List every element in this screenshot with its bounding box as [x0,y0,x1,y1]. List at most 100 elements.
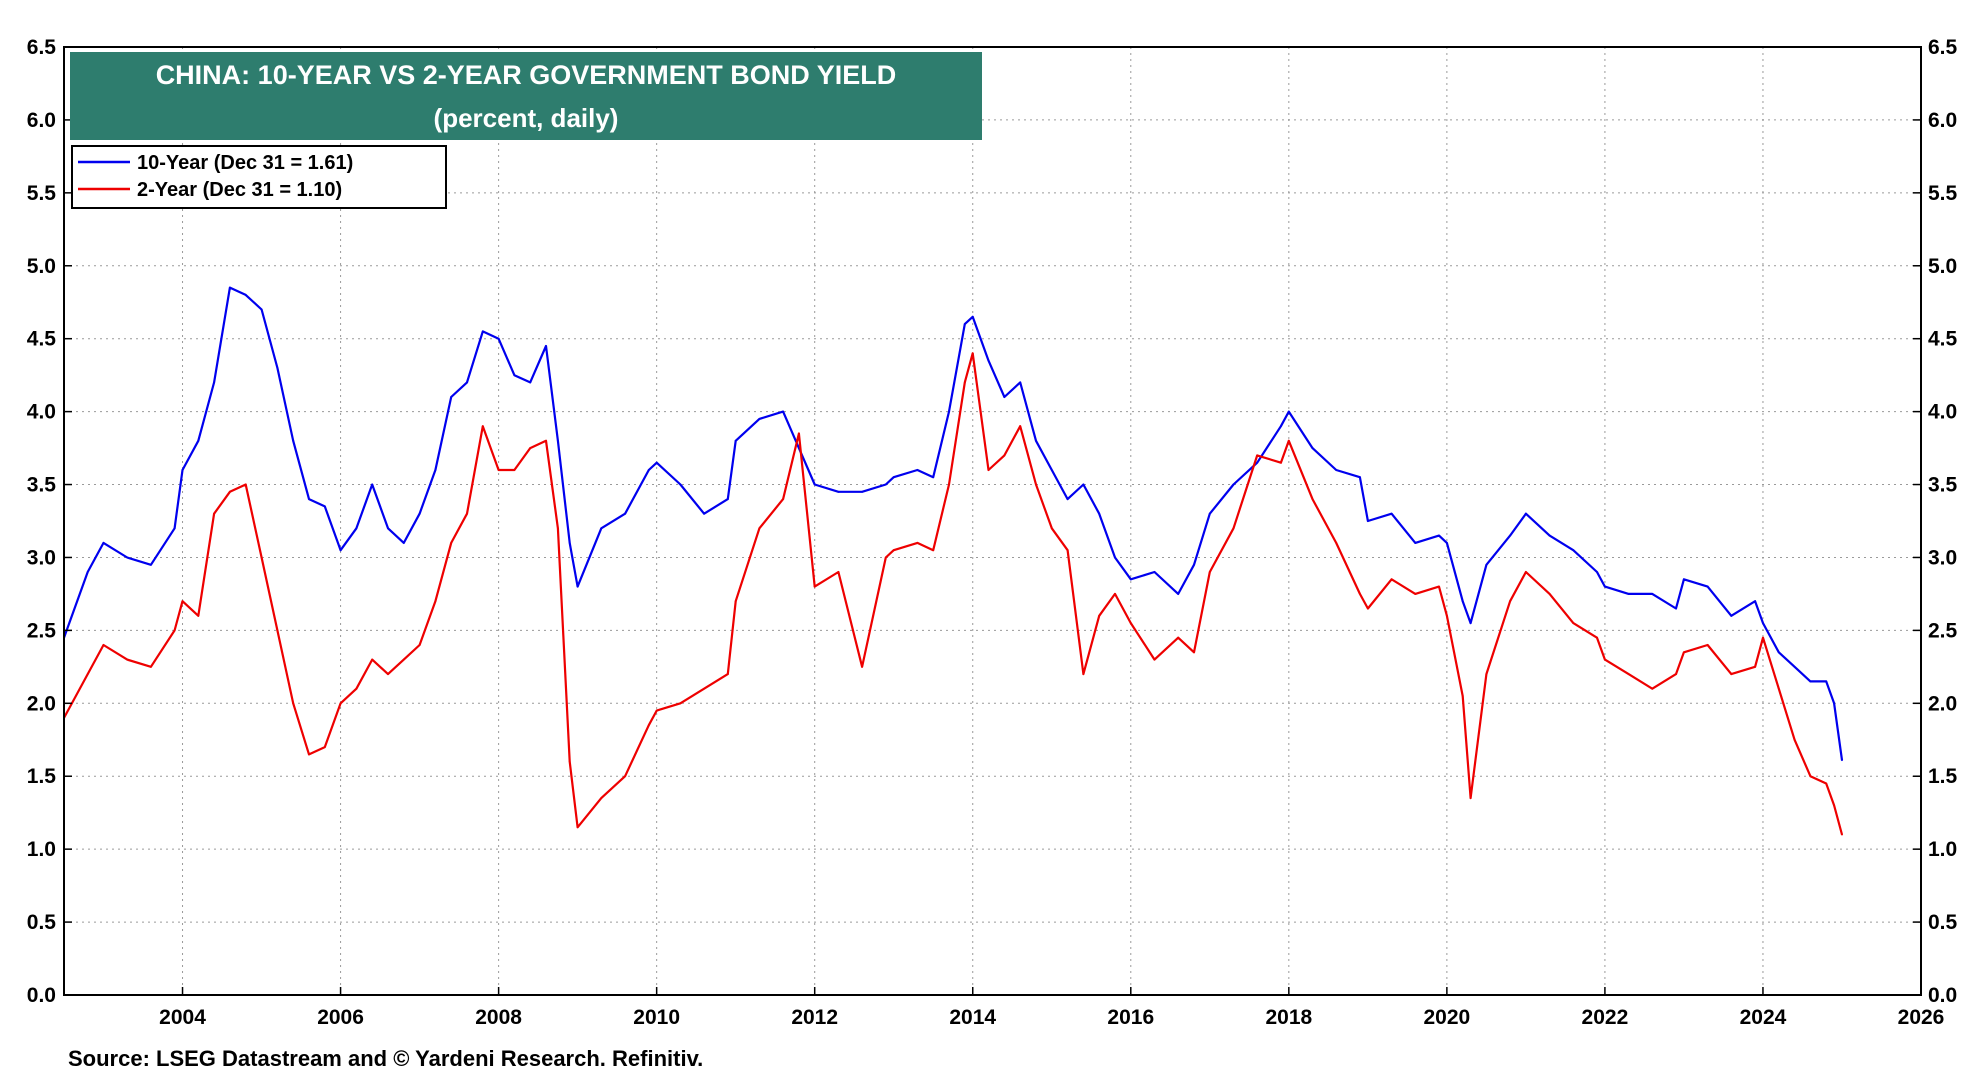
data-point [1287,439,1290,442]
data-point [1280,425,1282,428]
data-point [1256,461,1259,464]
data-point [1604,658,1606,661]
data-point [734,439,737,442]
data-point [1572,549,1575,552]
data-point [1390,512,1393,515]
data-point [1509,600,1511,603]
data-point [932,476,935,479]
data-point [1438,585,1440,588]
y-tick-label-left: 0.5 [27,911,57,934]
data-point [450,396,453,398]
data-point [1548,534,1551,537]
data-point [1066,549,1069,552]
data-point [1730,614,1733,617]
data-point [260,308,263,311]
data-point [244,483,247,486]
data-point [600,527,603,530]
data-point [292,439,295,442]
grid [64,47,1921,995]
y-tick-label-left: 2.5 [27,619,57,642]
data-point [1311,447,1314,449]
y-tick-label-left: 3.5 [27,474,57,497]
data-point [861,665,864,668]
data-point [576,826,579,829]
data-point [1035,483,1037,486]
data-point [726,673,729,676]
data-point [1777,687,1780,690]
data-point [1675,607,1677,610]
plot-frame [63,46,1922,996]
data-point [1003,454,1006,457]
data-point [1809,775,1812,778]
data-point [86,571,89,573]
data-point [679,483,682,486]
data-point [861,490,864,493]
data-point [276,366,279,369]
data-point [932,549,935,552]
data-point [1461,695,1464,697]
data-point [1762,636,1764,639]
data-point [1414,593,1417,595]
data-point [1572,622,1575,624]
data-point [387,673,389,676]
data-point [213,512,216,515]
y-tick-label-left: 1.5 [27,765,57,788]
data-point [948,410,950,413]
data-point [308,498,310,501]
data-point [1548,593,1551,595]
data-point [963,381,966,384]
data-point [1335,469,1338,471]
data-point [1177,636,1180,639]
series-layer [62,286,1844,836]
y-tick-label-left: 4.5 [27,328,57,351]
data-point [1469,622,1472,624]
series-line-10-year [62,286,1844,761]
data-point [1825,680,1828,683]
data-point [758,527,761,530]
data-point [556,527,559,530]
data-point [655,461,658,464]
data-point [102,644,105,646]
data-point [971,352,974,355]
data-point [244,294,247,296]
x-tick-label: 2004 [159,1006,206,1029]
data-point [1524,512,1527,515]
y-tick-label-right: 6.0 [1928,109,1957,132]
x-tick-label: 2026 [1898,1006,1945,1029]
data-point [102,541,105,544]
data-point [1287,410,1290,413]
data-point [1706,644,1709,646]
data-point [1461,600,1464,603]
data-point [1469,797,1472,800]
data-point [371,483,374,486]
data-point [1232,527,1235,530]
data-point [556,439,559,442]
data-point [1485,563,1488,566]
data-point [418,512,421,515]
y-tick-label-right: 1.5 [1928,765,1958,788]
data-point [782,410,784,413]
data-point [126,658,129,661]
data-point [568,541,571,544]
data-point [450,541,453,544]
data-point [1359,593,1361,595]
x-tick-label: 2006 [317,1006,364,1029]
data-point [387,527,389,530]
data-point [1833,702,1835,705]
data-point [1445,614,1448,617]
data-point [402,658,405,661]
legend-label-2-year: 2-Year (Dec 31 = 1.10) [137,179,342,201]
data-point [126,556,129,559]
x-tick-label: 2010 [633,1006,680,1029]
data-point [703,687,705,690]
data-point [892,549,895,552]
data-point [181,469,184,471]
data-point [655,709,658,712]
data-point [1082,673,1085,676]
data-point [481,425,484,428]
data-point [355,687,358,690]
data-point [173,629,176,632]
data-point [1366,607,1369,610]
data-point [1153,658,1156,661]
data-point [987,469,990,471]
